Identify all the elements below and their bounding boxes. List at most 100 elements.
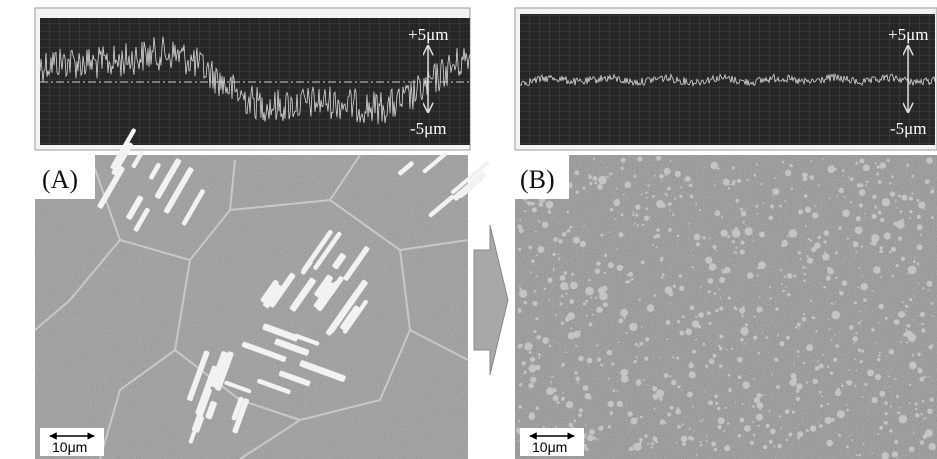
particle — [803, 362, 806, 365]
particle — [905, 305, 908, 308]
particle — [528, 246, 532, 250]
particle — [865, 184, 867, 186]
particle — [754, 316, 756, 318]
particle — [668, 291, 673, 296]
particle — [705, 257, 712, 264]
particle — [879, 351, 881, 353]
particle — [769, 440, 773, 444]
particle — [589, 182, 592, 185]
particle — [823, 286, 826, 289]
particle — [529, 412, 534, 417]
particle — [901, 195, 907, 201]
particle — [875, 162, 877, 164]
particle — [922, 287, 924, 289]
particle — [877, 358, 880, 361]
particle — [707, 311, 711, 315]
particle — [636, 356, 638, 358]
particle — [679, 286, 684, 291]
particle — [806, 381, 808, 383]
particle — [887, 159, 890, 162]
particle — [860, 360, 863, 363]
particle — [856, 216, 861, 221]
particle — [925, 429, 933, 437]
particle — [775, 307, 778, 310]
particle — [793, 364, 795, 366]
particle — [841, 384, 844, 387]
particle — [652, 244, 654, 246]
particle — [519, 383, 522, 386]
particle — [929, 345, 933, 349]
sem-image — [515, 155, 937, 459]
particle — [895, 200, 897, 202]
particle — [628, 411, 633, 416]
particle — [647, 443, 649, 445]
particle — [838, 227, 842, 231]
particle — [927, 376, 929, 378]
particle — [548, 211, 551, 214]
particle — [627, 274, 629, 276]
particle — [798, 251, 801, 254]
particle — [596, 439, 598, 441]
particle — [759, 414, 761, 416]
particle — [903, 313, 905, 315]
particle — [789, 164, 792, 167]
particle — [861, 275, 863, 277]
particle — [759, 409, 761, 411]
particle — [799, 327, 801, 329]
particle — [717, 407, 721, 411]
particle — [692, 406, 694, 408]
particle — [879, 246, 883, 250]
trace-panel-b: +5μm -5μm — [515, 8, 937, 150]
particle — [850, 201, 852, 203]
particle — [555, 426, 557, 428]
particle — [812, 212, 818, 218]
particle — [518, 248, 521, 251]
particle — [681, 436, 688, 443]
particle — [880, 276, 882, 278]
particle — [561, 365, 563, 367]
particle — [664, 168, 671, 175]
particle — [620, 309, 628, 317]
particle — [915, 413, 919, 417]
particle — [611, 362, 614, 365]
particle — [630, 447, 634, 451]
particle — [907, 273, 909, 275]
particle — [651, 446, 653, 448]
particle — [519, 310, 521, 312]
particle — [787, 293, 790, 296]
particle — [588, 279, 591, 282]
particle — [621, 375, 629, 383]
particle — [688, 436, 692, 440]
particle — [569, 423, 574, 428]
particle — [715, 210, 721, 216]
particle — [692, 320, 700, 328]
particle — [787, 235, 789, 237]
particle — [786, 336, 790, 340]
particle — [592, 436, 595, 439]
particle — [646, 208, 648, 210]
particle — [698, 312, 704, 318]
particle — [625, 181, 632, 188]
particle — [553, 395, 559, 401]
particle — [546, 387, 554, 395]
particle — [537, 335, 542, 340]
particle — [609, 172, 612, 175]
particle — [548, 299, 550, 301]
particle — [833, 358, 837, 362]
particle — [891, 247, 896, 252]
particle — [656, 246, 658, 248]
particle — [523, 301, 527, 305]
particle — [875, 208, 877, 210]
particle — [830, 371, 834, 375]
particle — [911, 175, 914, 178]
particle — [836, 195, 838, 197]
particle — [612, 389, 615, 392]
trace-grid — [520, 14, 935, 145]
particle — [616, 188, 618, 190]
particle — [635, 204, 640, 209]
particle — [641, 260, 645, 264]
particle — [524, 210, 526, 212]
particle — [842, 280, 848, 286]
particle — [859, 203, 863, 207]
particle — [597, 184, 603, 190]
